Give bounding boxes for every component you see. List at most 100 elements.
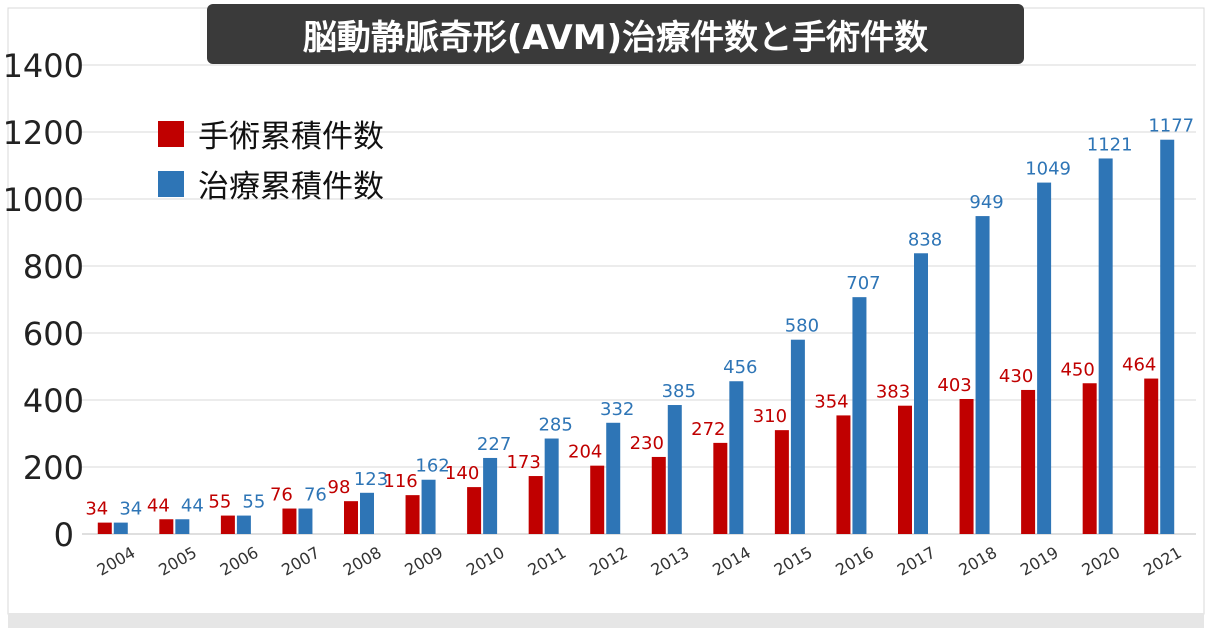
legend-label: 手術累積件数 [198, 119, 384, 155]
data-label-treatment: 707 [846, 273, 880, 294]
y-tick-label: 200 [23, 449, 84, 487]
bar-treatment [914, 253, 928, 534]
data-label-treatment: 1121 [1087, 134, 1133, 155]
data-label-treatment: 44 [181, 495, 204, 516]
x-tick-label: 2016 [832, 543, 877, 580]
data-label-surgery: 450 [1060, 359, 1094, 380]
bar-surgery [1082, 383, 1097, 534]
y-tick-label: 1200 [3, 114, 84, 152]
data-label-surgery: 272 [691, 419, 725, 440]
bar-surgery [774, 430, 789, 534]
data-label-surgery: 464 [1122, 355, 1156, 376]
bar-treatment [667, 405, 682, 534]
bar-treatment [175, 519, 190, 534]
x-tick-label: 2005 [155, 543, 200, 580]
bar-treatment [236, 515, 251, 534]
bar-surgery [344, 501, 358, 534]
data-label-treatment: 332 [600, 399, 634, 420]
x-tick-label: 2009 [401, 543, 446, 580]
data-label-treatment: 76 [304, 485, 327, 506]
bar-surgery [836, 415, 851, 534]
bar-surgery [898, 405, 912, 534]
y-tick-label: 1000 [3, 181, 84, 219]
bar-surgery [528, 476, 543, 534]
bar-surgery [959, 398, 974, 534]
legend-swatch [158, 171, 184, 197]
bar-treatment [113, 522, 128, 534]
bar-treatment [1160, 139, 1175, 534]
data-label-surgery: 310 [753, 406, 787, 427]
bar-treatment [1098, 158, 1113, 534]
x-tick-label: 2012 [586, 543, 631, 580]
bar-treatment [298, 508, 313, 534]
bar-surgery [590, 465, 605, 534]
data-label-surgery: 383 [876, 382, 910, 403]
data-label-treatment: 1177 [1148, 116, 1194, 137]
data-label-surgery: 173 [506, 452, 540, 473]
data-label-treatment: 34 [119, 499, 142, 520]
bar-treatment [729, 381, 744, 534]
x-tick-label: 2006 [217, 543, 262, 580]
data-label-treatment: 1049 [1025, 159, 1071, 180]
x-tick-label: 2014 [709, 543, 754, 580]
x-tick-label: 2008 [340, 543, 385, 580]
data-label-treatment: 227 [477, 434, 511, 455]
x-tick-label: 2015 [771, 543, 816, 580]
x-tick-label: 2021 [1140, 543, 1185, 580]
x-tick-label: 2019 [1017, 543, 1062, 580]
bar-surgery [405, 495, 420, 534]
data-label-treatment: 949 [969, 192, 1003, 213]
data-label-surgery: 98 [328, 477, 351, 498]
data-label-surgery: 430 [999, 366, 1033, 387]
bar-treatment [606, 422, 621, 534]
x-tick-label: 2011 [525, 543, 570, 580]
data-label-treatment: 285 [538, 415, 572, 436]
data-label-treatment: 580 [785, 316, 819, 337]
data-label-treatment: 123 [354, 469, 388, 490]
data-label-surgery: 116 [383, 471, 417, 492]
data-label-surgery: 204 [568, 442, 602, 463]
bar-surgery [467, 487, 482, 534]
data-label-surgery: 55 [208, 492, 231, 513]
bar-treatment [975, 216, 990, 534]
bar-treatment [421, 479, 436, 534]
bar-surgery [651, 456, 666, 534]
bar-surgery [159, 519, 174, 534]
x-tick-label: 2010 [463, 543, 508, 580]
data-label-surgery: 403 [937, 375, 971, 396]
x-tick-label: 2017 [894, 543, 939, 580]
y-tick-label: 800 [23, 248, 84, 286]
x-tick-label: 2007 [278, 543, 323, 580]
data-label-surgery: 230 [630, 433, 664, 454]
x-tick-label: 2013 [648, 543, 693, 580]
bar-treatment [1037, 182, 1052, 534]
bar-surgery [1021, 389, 1036, 534]
x-tick-label: 2020 [1079, 543, 1124, 580]
bar-treatment [483, 457, 498, 534]
bar-surgery [97, 522, 112, 534]
data-label-surgery: 76 [270, 485, 293, 506]
legend-label: 治療累積件数 [198, 169, 384, 205]
data-label-surgery: 34 [85, 499, 108, 520]
x-tick-label: 2018 [955, 543, 1000, 580]
data-label-treatment: 838 [908, 229, 942, 250]
y-tick-label: 1400 [3, 47, 84, 85]
data-label-treatment: 55 [242, 492, 265, 513]
bar-surgery [282, 508, 297, 534]
bar-surgery [713, 442, 728, 534]
data-label-treatment: 162 [415, 456, 449, 477]
data-label-surgery: 44 [147, 495, 170, 516]
y-tick-label: 600 [23, 315, 84, 353]
y-tick-label: 400 [23, 382, 84, 420]
bar-treatment [544, 438, 559, 534]
data-label-treatment: 385 [662, 381, 696, 402]
data-label-surgery: 354 [814, 391, 848, 412]
bar-treatment [852, 297, 867, 534]
bar-treatment [360, 492, 374, 534]
bar-surgery [220, 515, 235, 534]
legend-swatch [158, 121, 184, 147]
x-tick-label: 2004 [94, 543, 139, 580]
bar-treatment [790, 339, 805, 534]
